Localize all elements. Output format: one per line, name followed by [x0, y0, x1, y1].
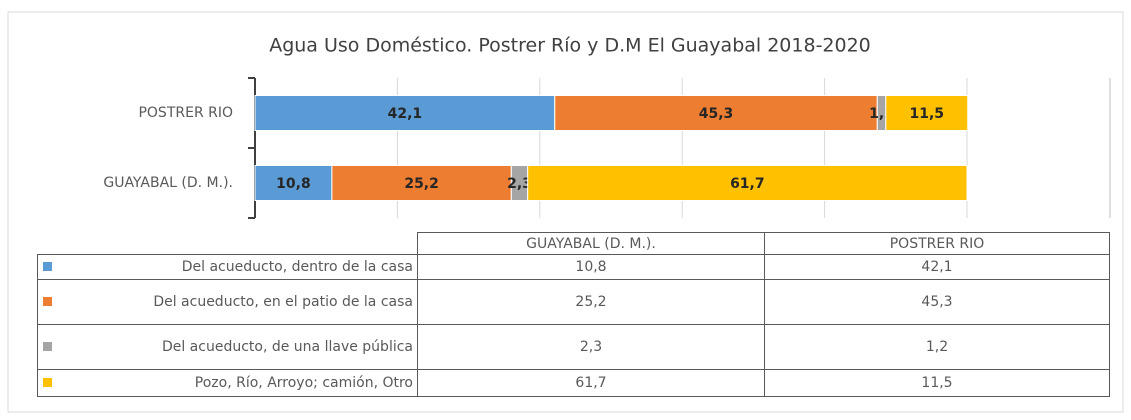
bar-segment	[331, 165, 512, 201]
table-cell: GUAYABAL (D. M.).	[417, 232, 765, 255]
cell-text: 10,8	[575, 259, 607, 275]
table-cell: 61,7	[417, 369, 765, 397]
table-cell: 11,5	[764, 369, 1110, 397]
data-label: 2,3	[507, 176, 532, 192]
bar-segment	[254, 95, 556, 131]
cell-text: Del acueducto, en el patio de la casa	[153, 293, 413, 310]
y-tick-label: GUAYABAL (D. M.).	[103, 175, 233, 191]
table-cell: Del acueducto, en el patio de la casa	[37, 279, 418, 325]
bar-segment	[254, 165, 333, 201]
table-cell: Pozo, Río, Arroyo; camión, Otro	[37, 369, 418, 397]
table-cell: 45,3	[764, 279, 1110, 325]
data-label: 42,1	[388, 106, 423, 122]
table-cell: Del acueducto, dentro de la casa	[37, 254, 418, 280]
cell-text: 42,1	[921, 259, 953, 275]
data-label: 61,7	[730, 176, 765, 192]
cell-text: POSTRER RIO	[889, 235, 985, 252]
table-cell: 2,3	[417, 324, 765, 370]
y-tick-label: POSTRER RIO	[138, 105, 233, 121]
data-label: 11,5	[909, 106, 944, 122]
cell-text: 61,7	[575, 375, 607, 391]
cell-text: 25,2	[575, 294, 607, 310]
table-cell: Del acueducto, de una llave pública	[37, 324, 418, 370]
bar-segment	[527, 165, 968, 201]
cell-text: Pozo, Río, Arroyo; camión, Otro	[194, 374, 413, 391]
cell-text: Del acueducto, de una llave pública	[161, 338, 413, 355]
legend-key	[43, 297, 52, 306]
table-cell: 42,1	[764, 254, 1110, 280]
cell-text: 2,3	[579, 339, 603, 355]
chart-frame	[7, 11, 1124, 413]
legend-key	[43, 262, 52, 271]
table-cell: 1,2	[764, 324, 1110, 370]
table-cell: 10,8	[417, 254, 765, 280]
cell-text: 1,2	[925, 339, 949, 355]
data-label: 10,8	[276, 176, 311, 192]
cell-text: GUAYABAL (D. M.).	[526, 235, 656, 252]
legend-key	[43, 342, 52, 351]
data-label: 25,2	[404, 176, 439, 192]
cell-text: 45,3	[921, 294, 953, 310]
table-cell: POSTRER RIO	[764, 232, 1110, 255]
data-label: 45,3	[699, 106, 734, 122]
bar-segment	[554, 95, 878, 131]
bar-segment	[885, 95, 969, 131]
cell-text: 11,5	[921, 375, 953, 391]
table-cell: 25,2	[417, 279, 765, 325]
legend-key	[43, 378, 52, 387]
cell-text: Del acueducto, dentro de la casa	[181, 258, 413, 275]
chart-title: Agua Uso Doméstico. Postrer Río y D.M El…	[269, 35, 871, 57]
